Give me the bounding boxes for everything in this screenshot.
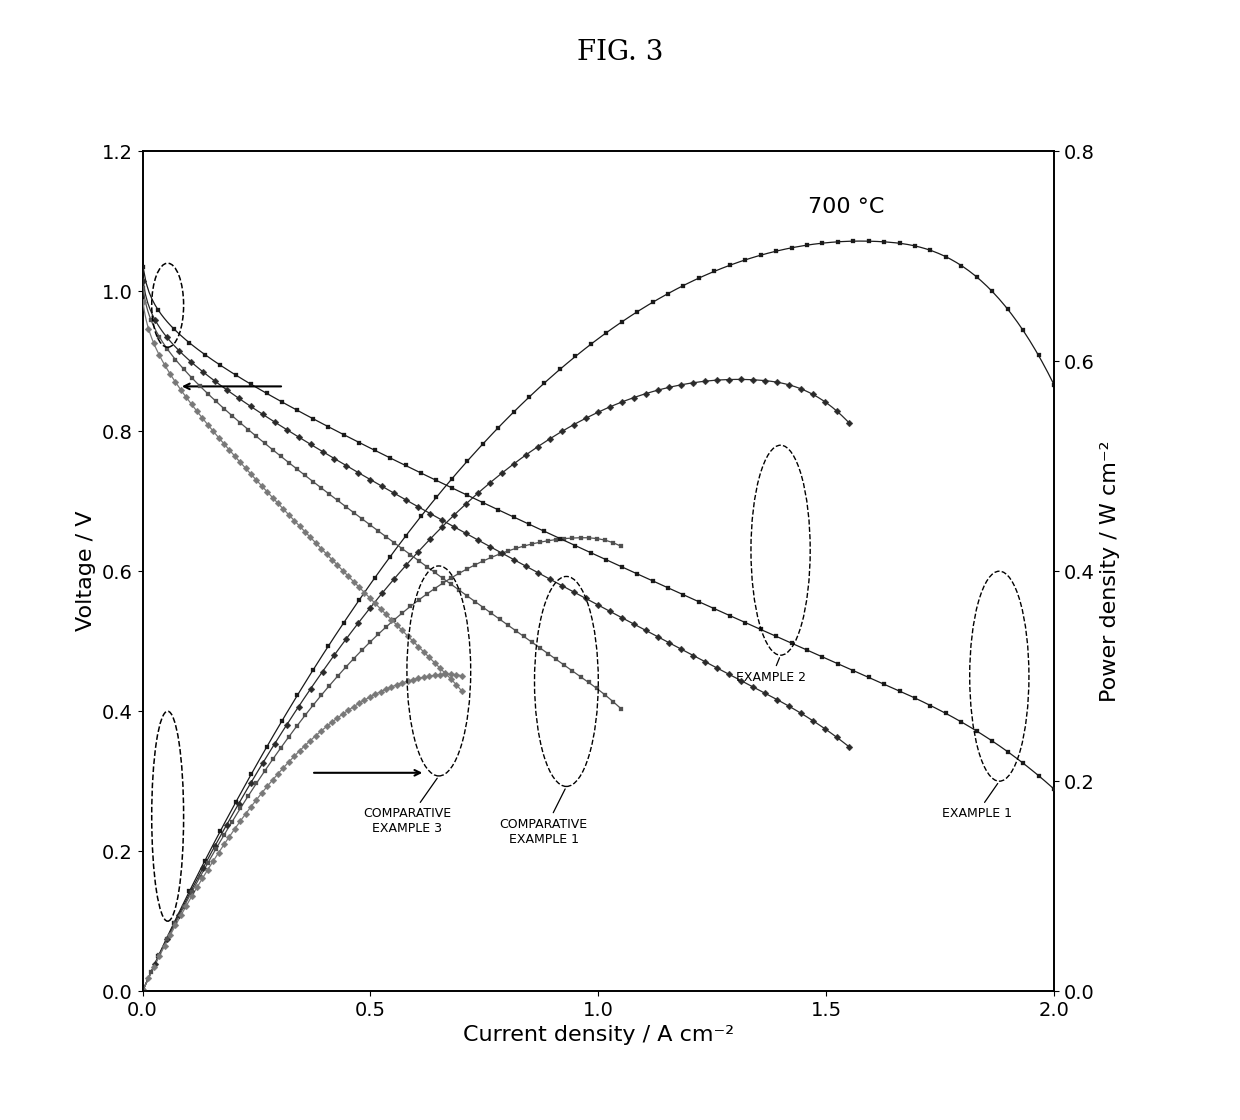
Text: EXAMPLE 1: EXAMPLE 1 xyxy=(941,784,1012,821)
Text: EXAMPLE 2: EXAMPLE 2 xyxy=(737,657,806,684)
Y-axis label: Power density / W cm⁻²: Power density / W cm⁻² xyxy=(1100,440,1120,702)
Text: COMPARATIVE
EXAMPLE 3: COMPARATIVE EXAMPLE 3 xyxy=(363,778,451,836)
Text: COMPARATIVE
EXAMPLE 1: COMPARATIVE EXAMPLE 1 xyxy=(500,788,588,846)
X-axis label: Current density / A cm⁻²: Current density / A cm⁻² xyxy=(463,1026,734,1045)
Text: 700 °C: 700 °C xyxy=(808,197,884,217)
Text: FIG. 3: FIG. 3 xyxy=(577,39,663,66)
Y-axis label: Voltage / V: Voltage / V xyxy=(77,511,97,632)
